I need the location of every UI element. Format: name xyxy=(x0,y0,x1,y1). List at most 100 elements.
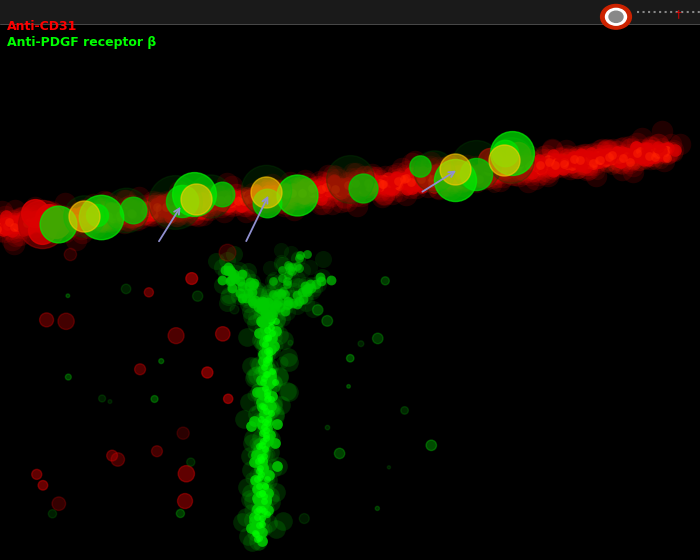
Point xyxy=(624,144,636,153)
Point xyxy=(645,143,657,152)
Point xyxy=(251,507,262,516)
Point xyxy=(230,269,241,278)
Point xyxy=(229,198,240,207)
Point xyxy=(169,205,181,214)
Point xyxy=(261,365,272,374)
Point xyxy=(274,371,285,380)
Point xyxy=(232,189,243,198)
Point xyxy=(120,207,131,216)
Point xyxy=(43,221,55,230)
Point xyxy=(253,303,264,312)
Point xyxy=(463,166,474,175)
Point xyxy=(47,218,58,227)
Point xyxy=(461,172,472,181)
Point xyxy=(240,292,251,301)
Point xyxy=(248,193,259,202)
Point xyxy=(266,196,277,205)
Point xyxy=(608,144,619,153)
Point xyxy=(60,215,71,224)
Point xyxy=(376,172,387,181)
Point xyxy=(64,216,76,225)
Point xyxy=(391,172,402,181)
Point xyxy=(35,218,46,227)
Point xyxy=(377,178,388,187)
Point xyxy=(277,260,288,269)
Point xyxy=(50,218,61,227)
Point xyxy=(256,340,267,349)
Point xyxy=(234,195,245,204)
Point xyxy=(314,183,325,192)
Point xyxy=(652,147,663,156)
Point xyxy=(0,219,10,228)
Point xyxy=(301,194,312,203)
Point xyxy=(29,222,41,231)
Point xyxy=(623,159,634,168)
Point xyxy=(186,458,197,466)
Point xyxy=(202,198,214,207)
Point xyxy=(73,214,84,223)
Point xyxy=(525,162,536,171)
Point xyxy=(260,405,272,414)
Point xyxy=(491,169,502,178)
Point xyxy=(263,352,274,361)
Point xyxy=(624,157,635,166)
Point xyxy=(262,354,274,363)
Point xyxy=(29,221,40,230)
Point xyxy=(193,212,204,221)
Point xyxy=(563,155,574,164)
Point xyxy=(229,305,240,314)
Point xyxy=(621,152,632,161)
Point xyxy=(416,164,428,172)
Point xyxy=(254,460,265,469)
Point xyxy=(218,192,229,200)
Point xyxy=(211,196,223,205)
Point xyxy=(417,168,428,177)
Point xyxy=(412,176,423,185)
Point xyxy=(225,276,237,284)
Point xyxy=(447,171,458,180)
Point xyxy=(384,463,395,472)
Point xyxy=(439,178,450,187)
Point xyxy=(554,159,566,168)
Point xyxy=(405,179,416,188)
Point xyxy=(519,160,531,169)
Point xyxy=(472,170,483,179)
Point xyxy=(611,151,622,160)
Point xyxy=(261,333,272,342)
Point xyxy=(465,173,476,182)
Point xyxy=(276,265,288,274)
Point xyxy=(230,197,241,206)
Point xyxy=(554,160,565,169)
Point xyxy=(222,248,233,257)
Point xyxy=(2,220,13,229)
Point xyxy=(65,213,76,222)
Point xyxy=(477,173,489,182)
Point xyxy=(513,157,524,166)
Point xyxy=(614,151,625,160)
Point xyxy=(404,177,415,186)
Point xyxy=(127,206,138,215)
Point xyxy=(449,169,460,178)
Point xyxy=(442,178,453,186)
Point xyxy=(281,190,292,199)
Point xyxy=(390,180,401,189)
Point xyxy=(374,187,385,196)
Point xyxy=(58,213,69,222)
Point xyxy=(267,301,279,310)
Point xyxy=(260,191,272,200)
Point xyxy=(342,185,353,194)
Point xyxy=(300,192,312,201)
Point xyxy=(537,165,548,174)
Point xyxy=(144,208,155,217)
Point xyxy=(571,163,582,172)
Point xyxy=(323,183,335,192)
Point xyxy=(579,152,590,161)
Point xyxy=(266,346,277,354)
Point xyxy=(563,158,574,167)
Point xyxy=(256,375,267,384)
Point xyxy=(496,169,507,178)
Point xyxy=(645,142,657,151)
Point xyxy=(267,311,278,320)
Point xyxy=(136,207,147,216)
Point xyxy=(567,161,578,170)
